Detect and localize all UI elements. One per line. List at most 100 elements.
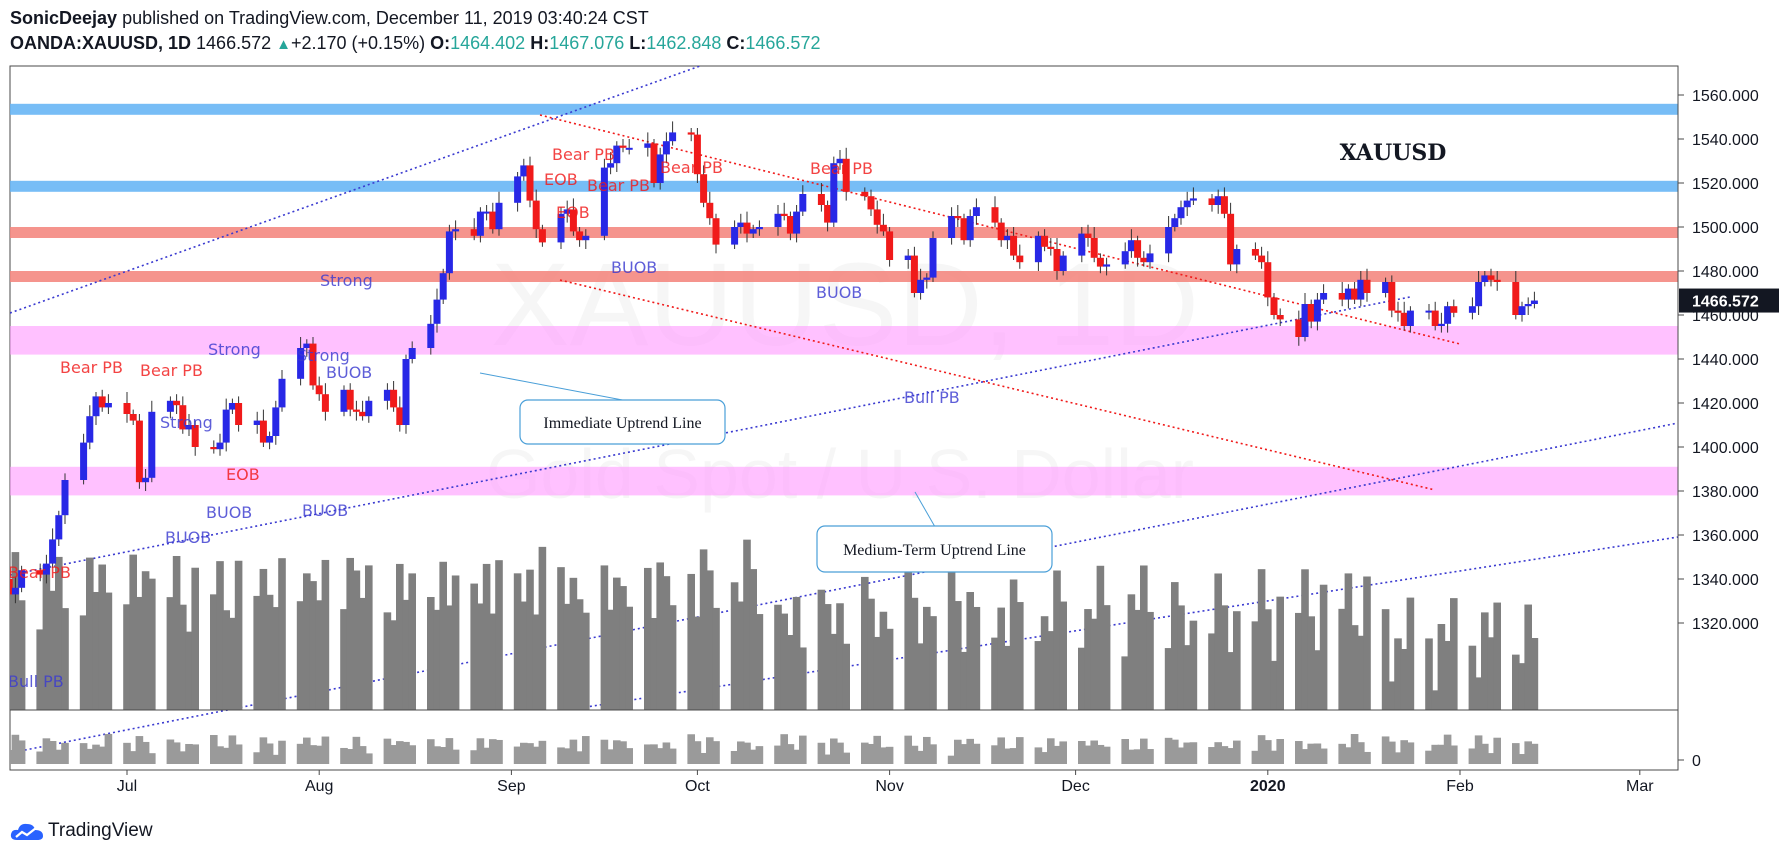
volume-sub-bar	[1530, 743, 1539, 764]
volume-sub-bar	[1487, 753, 1495, 764]
candle	[439, 268, 447, 304]
volume-sub-bar	[265, 743, 274, 764]
volume-sub-bar	[86, 748, 94, 764]
volume-sub-bar	[259, 737, 268, 764]
candle	[1320, 284, 1328, 304]
signal-label: EOB	[226, 465, 260, 484]
candle-body	[644, 143, 652, 148]
volume-bar	[1096, 565, 1105, 710]
candle-body	[259, 420, 267, 443]
volume-bar	[10, 594, 13, 710]
candle	[253, 411, 261, 434]
signal-label: Bull PB	[904, 388, 960, 407]
volume-sub-bar	[1357, 742, 1365, 764]
volume-sub-bar	[408, 745, 416, 764]
candle-body	[1059, 255, 1067, 271]
candle-body	[991, 207, 999, 223]
volume-sub-bar	[706, 737, 714, 764]
volume-bar	[433, 609, 441, 710]
candle	[129, 409, 137, 425]
volume-bar	[315, 600, 323, 710]
candle	[755, 220, 763, 236]
candle-body	[1363, 279, 1371, 293]
candle	[1357, 271, 1365, 307]
volume-bar	[662, 576, 671, 710]
volume-bar	[1425, 638, 1433, 710]
candle	[61, 473, 69, 524]
trend-line-0	[10, 66, 701, 314]
candle	[619, 139, 627, 153]
volume-bar	[253, 595, 261, 710]
candle	[1351, 282, 1359, 304]
volume-bar	[1177, 605, 1185, 710]
volume-sub-bar	[1319, 748, 1328, 764]
candle-body	[613, 145, 621, 164]
candle-body	[303, 343, 311, 348]
volume-sub-bar	[600, 739, 609, 764]
candle	[514, 172, 522, 212]
callout-text: Immediate Uptrend Line	[543, 415, 701, 432]
candle	[1016, 244, 1024, 269]
candle	[1189, 187, 1197, 205]
candle	[662, 132, 670, 164]
candle-body	[824, 205, 832, 223]
volume-sub-bar	[1003, 748, 1012, 764]
volume-bar	[1431, 690, 1439, 710]
volume-bar	[656, 562, 664, 710]
tradingview-logo[interactable]: TradingView	[10, 820, 153, 842]
volume-bar	[1443, 640, 1452, 710]
volume-sub-bar	[613, 740, 621, 764]
candle	[235, 396, 243, 432]
candle	[1400, 301, 1408, 331]
candle-body	[92, 396, 100, 417]
candle-body	[1400, 312, 1408, 326]
candle	[383, 383, 391, 410]
candle-body	[1320, 293, 1328, 300]
candle-body	[1295, 319, 1303, 337]
candle	[321, 383, 329, 421]
volume-bar	[48, 590, 57, 710]
volume-sub-bar	[1040, 752, 1049, 764]
candle-body	[954, 216, 962, 219]
volume-sub-bar	[172, 742, 181, 764]
volume-bar	[1468, 645, 1477, 710]
candle-body	[1084, 233, 1092, 238]
volume-bar	[513, 573, 522, 710]
candle	[359, 400, 367, 421]
volume-sub-bar	[42, 738, 51, 764]
volume-sub-bar	[0, 748, 1, 764]
candle-body	[1127, 240, 1135, 252]
volume-sub-bar	[712, 741, 720, 764]
volume-sub-bar	[489, 739, 497, 764]
candle	[489, 202, 497, 234]
volume-sub-bar	[36, 751, 44, 764]
volume-sub-bar	[1338, 743, 1346, 764]
candle-body	[365, 400, 373, 417]
candle-body	[1475, 282, 1483, 307]
candle	[1233, 244, 1241, 274]
candle-body	[1425, 310, 1433, 313]
candle	[929, 231, 937, 282]
candle	[1487, 268, 1495, 287]
candle	[774, 205, 782, 236]
volume-sub-bar	[1053, 745, 1061, 764]
candle-body	[1388, 282, 1396, 311]
volume-sub-bar	[830, 738, 838, 764]
volume-sub-bar	[315, 745, 323, 764]
candle-body	[972, 207, 980, 216]
volume-sub-bar	[1313, 743, 1322, 764]
volume-sub-bar	[1251, 750, 1260, 764]
signal-label: Strong	[160, 413, 213, 432]
author-name[interactable]: SonicDeejay	[10, 8, 118, 28]
volume-bar	[706, 570, 714, 710]
candle	[526, 156, 534, 208]
candle-body	[433, 299, 441, 324]
volume-bar	[1034, 641, 1043, 710]
candle-body	[1047, 246, 1055, 249]
volume-bar	[259, 568, 268, 710]
volume-bar	[582, 612, 590, 710]
volume-bar	[303, 573, 311, 710]
volume-bar	[842, 643, 850, 710]
candle	[210, 440, 218, 454]
